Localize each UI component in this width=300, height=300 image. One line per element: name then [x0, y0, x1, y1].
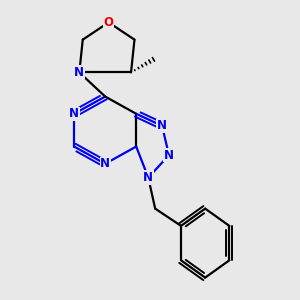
Text: N: N: [164, 149, 174, 162]
Text: N: N: [74, 66, 84, 79]
Text: N: N: [100, 157, 110, 170]
Text: N: N: [143, 171, 153, 184]
Text: O: O: [103, 16, 114, 29]
Text: N: N: [69, 107, 79, 120]
Text: N: N: [157, 119, 167, 132]
